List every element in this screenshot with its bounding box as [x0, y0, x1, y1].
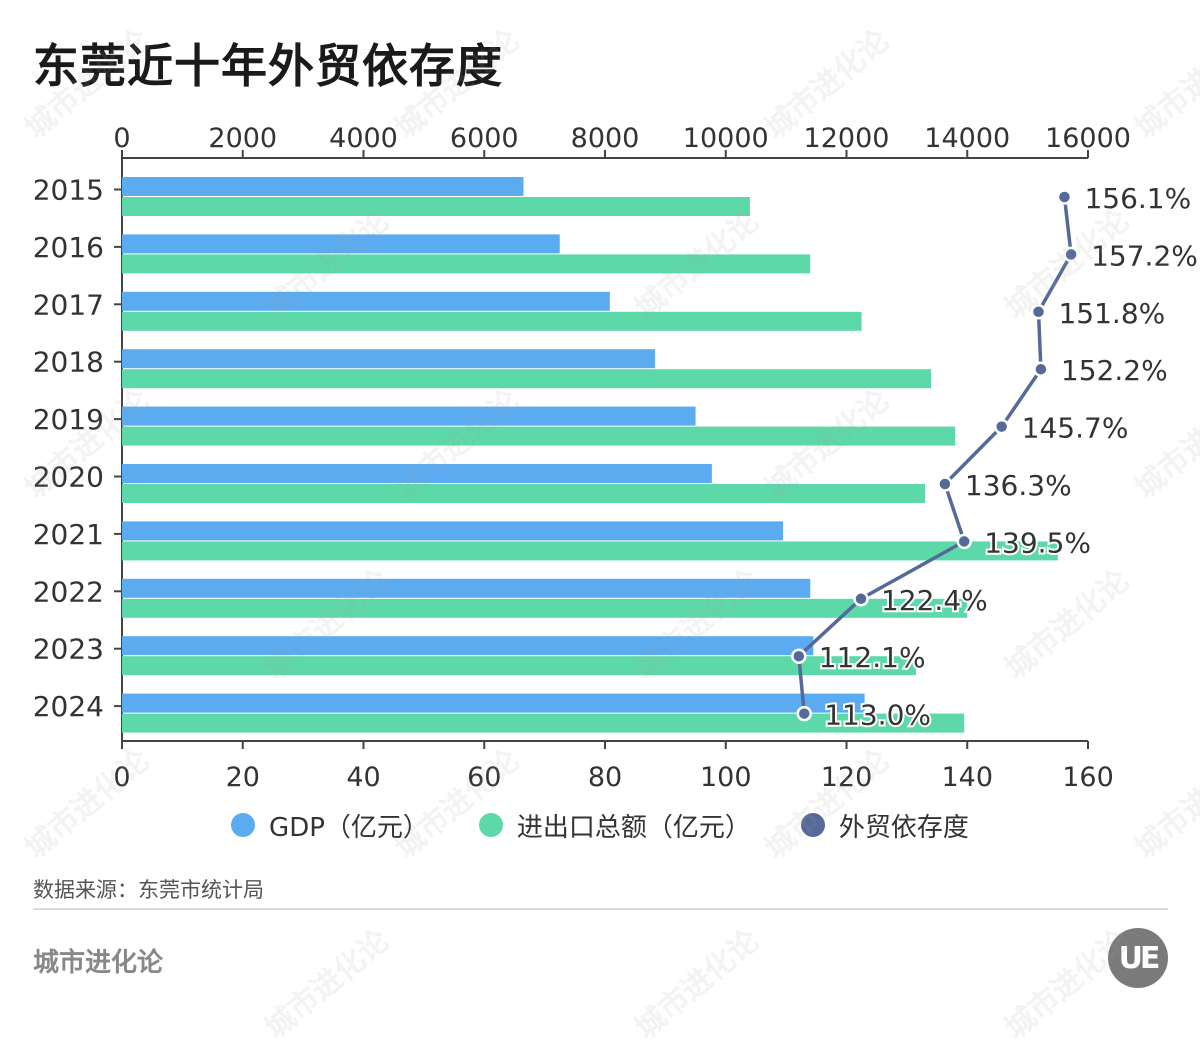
- bottom-axis-tick-label: 100: [700, 762, 752, 793]
- top-axis-tick-label: 12000: [804, 123, 890, 154]
- legend-dot-trade: [478, 813, 503, 837]
- dependence-label: 151.8%: [1058, 297, 1165, 330]
- brand-logo-icon: UE: [1108, 928, 1168, 988]
- trade-bar: [122, 197, 750, 216]
- top-axis-tick-label: 2000: [208, 123, 277, 154]
- dependence-label: 157.2%: [1091, 239, 1198, 272]
- category-label: 2021: [33, 518, 104, 551]
- trade-bar: [122, 484, 925, 503]
- top-axis-tick-label: 0: [113, 123, 130, 154]
- dependence-point: [853, 591, 869, 607]
- bottom-axis-tick-label: 160: [1062, 762, 1114, 793]
- trade-bar: [122, 598, 968, 618]
- top-axis-tick-label: 10000: [683, 123, 769, 154]
- dependence-point: [956, 533, 972, 550]
- source-note: 数据来源：东莞市统计局: [33, 878, 264, 902]
- gdp-bar: [122, 349, 656, 369]
- trade-bar: [122, 656, 916, 676]
- trade-bar: [122, 541, 1058, 561]
- dependence-line: [797, 196, 1073, 714]
- category-label: 2017: [33, 288, 104, 321]
- legend: GDP（亿元） 进出口总额（亿元） 外贸依存度: [0, 805, 1200, 845]
- top-axis-tick-label: 6000: [450, 123, 519, 154]
- bottom-axis-tick-label: 80: [588, 762, 622, 793]
- footer-divider: [33, 908, 1168, 910]
- dependence-label: 156.1%: [1084, 182, 1191, 215]
- dependence-point: [791, 648, 807, 664]
- gdp-bar: [122, 578, 811, 598]
- legend-dot-gdp: [231, 813, 256, 837]
- bottom-axis-tick-label: 40: [346, 762, 380, 793]
- trade-bar: [122, 426, 956, 446]
- dependence-label: 136.3%: [965, 469, 1072, 502]
- legend-dot-dependence: [800, 813, 825, 837]
- dependence-label: 145.7%: [1022, 412, 1129, 445]
- dependence-point: [1056, 189, 1073, 205]
- bottom-axis-tick-label: 120: [821, 762, 873, 793]
- top-axis-tick-label: 14000: [924, 123, 1010, 154]
- gdp-bar: [122, 234, 560, 254]
- category-label: 2015: [33, 174, 104, 207]
- trade-bar: [122, 311, 862, 331]
- trade-bar: [122, 254, 811, 274]
- bottom-axis-tick-label: 140: [941, 762, 993, 793]
- bottom-axis-tick-label: 0: [113, 762, 130, 793]
- legend-item-trade[interactable]: 进出口总额（亿元）: [478, 807, 751, 844]
- gdp-bar: [122, 291, 610, 311]
- legend-label-dependence: 外贸依存度: [838, 812, 969, 843]
- bottom-axis-tick-label: 20: [226, 762, 260, 793]
- dependence-label: 112.1%: [819, 641, 926, 674]
- category-label: 2022: [33, 575, 104, 608]
- dependence-point: [1063, 246, 1079, 263]
- gdp-bar: [122, 636, 814, 656]
- watermark-text: 城市进化论: [998, 923, 1136, 1047]
- chart-area: 0 2000 4000 6000 8000 10000 12000 14000 16000 0 20…: [33, 123, 1200, 793]
- trade-bar: [122, 713, 965, 733]
- gdp-bar: [122, 406, 696, 426]
- legend-item-gdp[interactable]: GDP（亿元）: [231, 807, 429, 844]
- category-label: 2019: [33, 403, 104, 436]
- category-label: 2018: [33, 346, 104, 379]
- top-axis-tick-label: 4000: [329, 123, 398, 154]
- top-axis-tick-label: 8000: [571, 123, 640, 154]
- dependence-label: 113.0%: [824, 699, 931, 732]
- category-label: 2016: [33, 231, 104, 264]
- gdp-bar: [122, 521, 784, 541]
- gdp-bar: [122, 464, 712, 483]
- legend-label-gdp: GDP（亿元）: [269, 812, 429, 843]
- dependence-label: 139.5%: [984, 526, 1091, 559]
- legend-item-dependence[interactable]: 外贸依存度: [800, 807, 969, 844]
- watermark-text: 城市进化论: [628, 923, 766, 1047]
- legend-label-trade: 进出口总额（亿元）: [516, 812, 751, 843]
- dependence-point: [993, 418, 1010, 435]
- gdp-bar: [122, 177, 524, 196]
- brand-name: 城市进化论: [33, 948, 164, 978]
- category-label: 2020: [33, 461, 104, 494]
- gdp-bar: [122, 693, 865, 713]
- dependence-point: [1030, 304, 1047, 320]
- bottom-axis-tick-label: 60: [467, 762, 501, 793]
- dependence-point: [796, 705, 812, 722]
- top-axis-tick-label: 16000: [1045, 123, 1131, 154]
- category-label: 2023: [33, 633, 104, 666]
- chart-title: 东莞近十年外贸依存度: [33, 39, 503, 93]
- dependence-point: [1033, 361, 1049, 377]
- dependence-label: 122.4%: [881, 584, 988, 617]
- watermark-text: 城市进化论: [258, 923, 396, 1047]
- trade-bar: [122, 369, 932, 389]
- dependence-label: 152.2%: [1061, 354, 1168, 387]
- dependence-point: [937, 476, 953, 492]
- category-label: 2024: [33, 690, 104, 723]
